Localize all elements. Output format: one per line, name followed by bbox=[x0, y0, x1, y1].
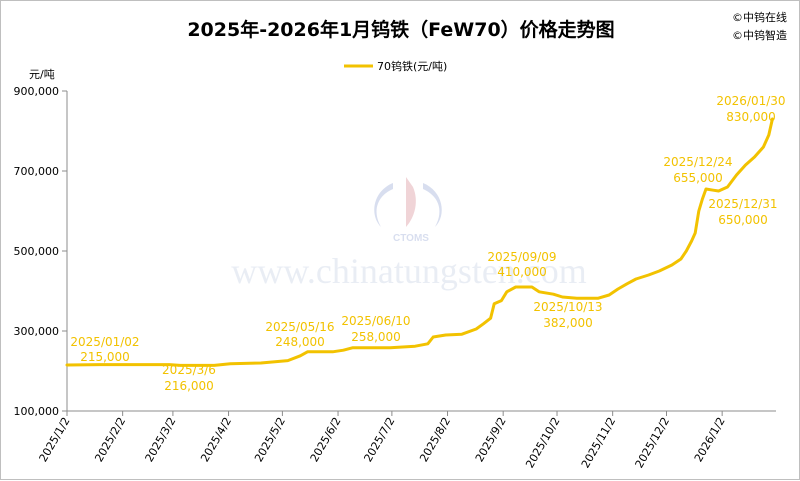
annotation-value: 215,000 bbox=[80, 350, 130, 364]
price-series-line bbox=[65, 117, 774, 367]
x-tick-label: 2025/1/2 bbox=[37, 415, 73, 464]
annotation-date: 2025/3/6 bbox=[162, 363, 216, 377]
ctoms-logo-icon bbox=[374, 177, 442, 227]
annotation-date: 2025/05/16 bbox=[265, 320, 334, 334]
annotation-date: 2025/10/13 bbox=[533, 300, 602, 314]
annotation-date: 2025/09/09 bbox=[487, 250, 556, 264]
chart-title: 2025年-2026年1月钨铁（FeW70）价格走势图 bbox=[187, 19, 615, 41]
series-layer bbox=[65, 117, 774, 367]
x-tick-label: 2025/7/2 bbox=[362, 415, 398, 464]
x-tick-label: 2025/6/2 bbox=[308, 415, 344, 464]
x-tick-label: 2025/5/2 bbox=[252, 415, 288, 464]
annotation-date: 2025/06/10 bbox=[341, 314, 410, 328]
x-tick-label: 2025/11/2 bbox=[579, 415, 618, 470]
annotation-value: 410,000 bbox=[497, 265, 547, 279]
x-tick-label: 2025/10/2 bbox=[523, 415, 562, 470]
legend-label: 70钨铁(元/吨) bbox=[377, 60, 447, 73]
x-tick-label: 2025/4/2 bbox=[198, 415, 234, 464]
annotation-date: 2025/12/31 bbox=[708, 197, 777, 211]
background-watermark: CTOMS www.chinatungsten.com bbox=[231, 177, 587, 291]
annotation-value: 216,000 bbox=[164, 379, 214, 393]
annotation-date: 2025/01/02 bbox=[70, 335, 139, 349]
x-tick-label: 2025/2/2 bbox=[92, 415, 128, 464]
copyright-watermark-1: ©中钨在线 bbox=[732, 11, 787, 24]
annotation-date: 2026/01/30 bbox=[716, 94, 785, 108]
annotation-value: 248,000 bbox=[275, 335, 325, 349]
legend: 70钨铁(元/吨) bbox=[344, 60, 447, 73]
annotation-value: 655,000 bbox=[673, 171, 723, 185]
y-tick-label: 100,000 bbox=[14, 405, 60, 418]
y-tick-label: 900,000 bbox=[14, 85, 60, 98]
site-watermark: www.chinatungsten.com bbox=[231, 251, 587, 291]
x-tick-label: 2026/1/2 bbox=[692, 415, 728, 464]
x-tick-label: 2025/12/2 bbox=[633, 415, 672, 470]
axes bbox=[62, 90, 776, 416]
x-tick-label: 2025/8/2 bbox=[417, 415, 453, 464]
annotation-value: 650,000 bbox=[718, 213, 768, 227]
y-axis-unit-label: 元/吨 bbox=[29, 68, 55, 81]
logo-text: CTOMS bbox=[393, 233, 429, 244]
copyright-watermark-2: ©中钨智造 bbox=[732, 29, 787, 42]
x-tick-label: 2025/3/2 bbox=[143, 415, 179, 464]
y-tick-label: 500,000 bbox=[14, 245, 60, 258]
y-tick-label: 700,000 bbox=[14, 165, 60, 178]
annotation-value: 830,000 bbox=[726, 110, 776, 124]
x-tick-label: 2025/9/2 bbox=[473, 415, 509, 464]
y-tick-label: 300,000 bbox=[14, 325, 60, 338]
annotation-value: 258,000 bbox=[351, 330, 401, 344]
annotation-date: 2025/12/24 bbox=[663, 155, 732, 169]
annotation-value: 382,000 bbox=[543, 316, 593, 330]
